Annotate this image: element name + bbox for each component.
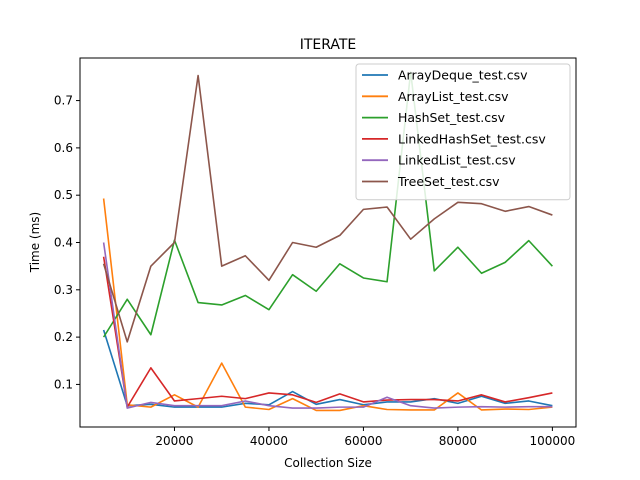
- series-line-5: [102, 74, 553, 343]
- series-lines: [102, 71, 553, 412]
- x-tick-label: 60000: [344, 434, 382, 448]
- legend-label: LinkedList_test.csv: [398, 153, 516, 168]
- y-tick-label: 0.7: [54, 94, 73, 108]
- series-line-4: [102, 242, 553, 409]
- legend-label: HashSet_test.csv: [398, 110, 506, 125]
- y-axis-label: Time (ms): [28, 212, 42, 274]
- legend-box: [355, 63, 571, 201]
- legend-label: LinkedHashSet_test.csv: [398, 131, 546, 146]
- series-line-2: [102, 71, 553, 338]
- y-tick-label: 0.6: [54, 141, 73, 155]
- legend-label: ArrayList_test.csv: [398, 89, 509, 104]
- legend: ArrayDeque_test.csv ArrayList_test.csv Has…: [355, 63, 571, 201]
- y-tick-label: 0.2: [54, 330, 73, 344]
- x-tick-label: 20000: [155, 434, 193, 448]
- y-tick-label: 0.4: [54, 236, 73, 250]
- y-tick-label: 0.3: [54, 283, 73, 297]
- x-axis-label: Collection Size: [284, 456, 372, 470]
- legend-label: TreeSet_test.csv: [397, 174, 500, 189]
- chart-title: ITERATE: [300, 37, 357, 53]
- x-tick-label: 100000: [529, 434, 575, 448]
- y-tick-label: 0.1: [54, 377, 73, 391]
- x-axis: 20000 40000 60000 80000 100000: [155, 427, 575, 448]
- legend-label: ArrayDeque_test.csv: [398, 68, 528, 83]
- x-tick-label: 80000: [439, 434, 477, 448]
- y-tick-label: 0.5: [54, 188, 73, 202]
- y-axis: 0.1 0.2 0.3 0.4 0.5 0.6 0.7: [54, 94, 80, 391]
- x-tick-label: 40000: [250, 434, 288, 448]
- series-line-0: [102, 329, 553, 408]
- series-line-3: [102, 256, 553, 408]
